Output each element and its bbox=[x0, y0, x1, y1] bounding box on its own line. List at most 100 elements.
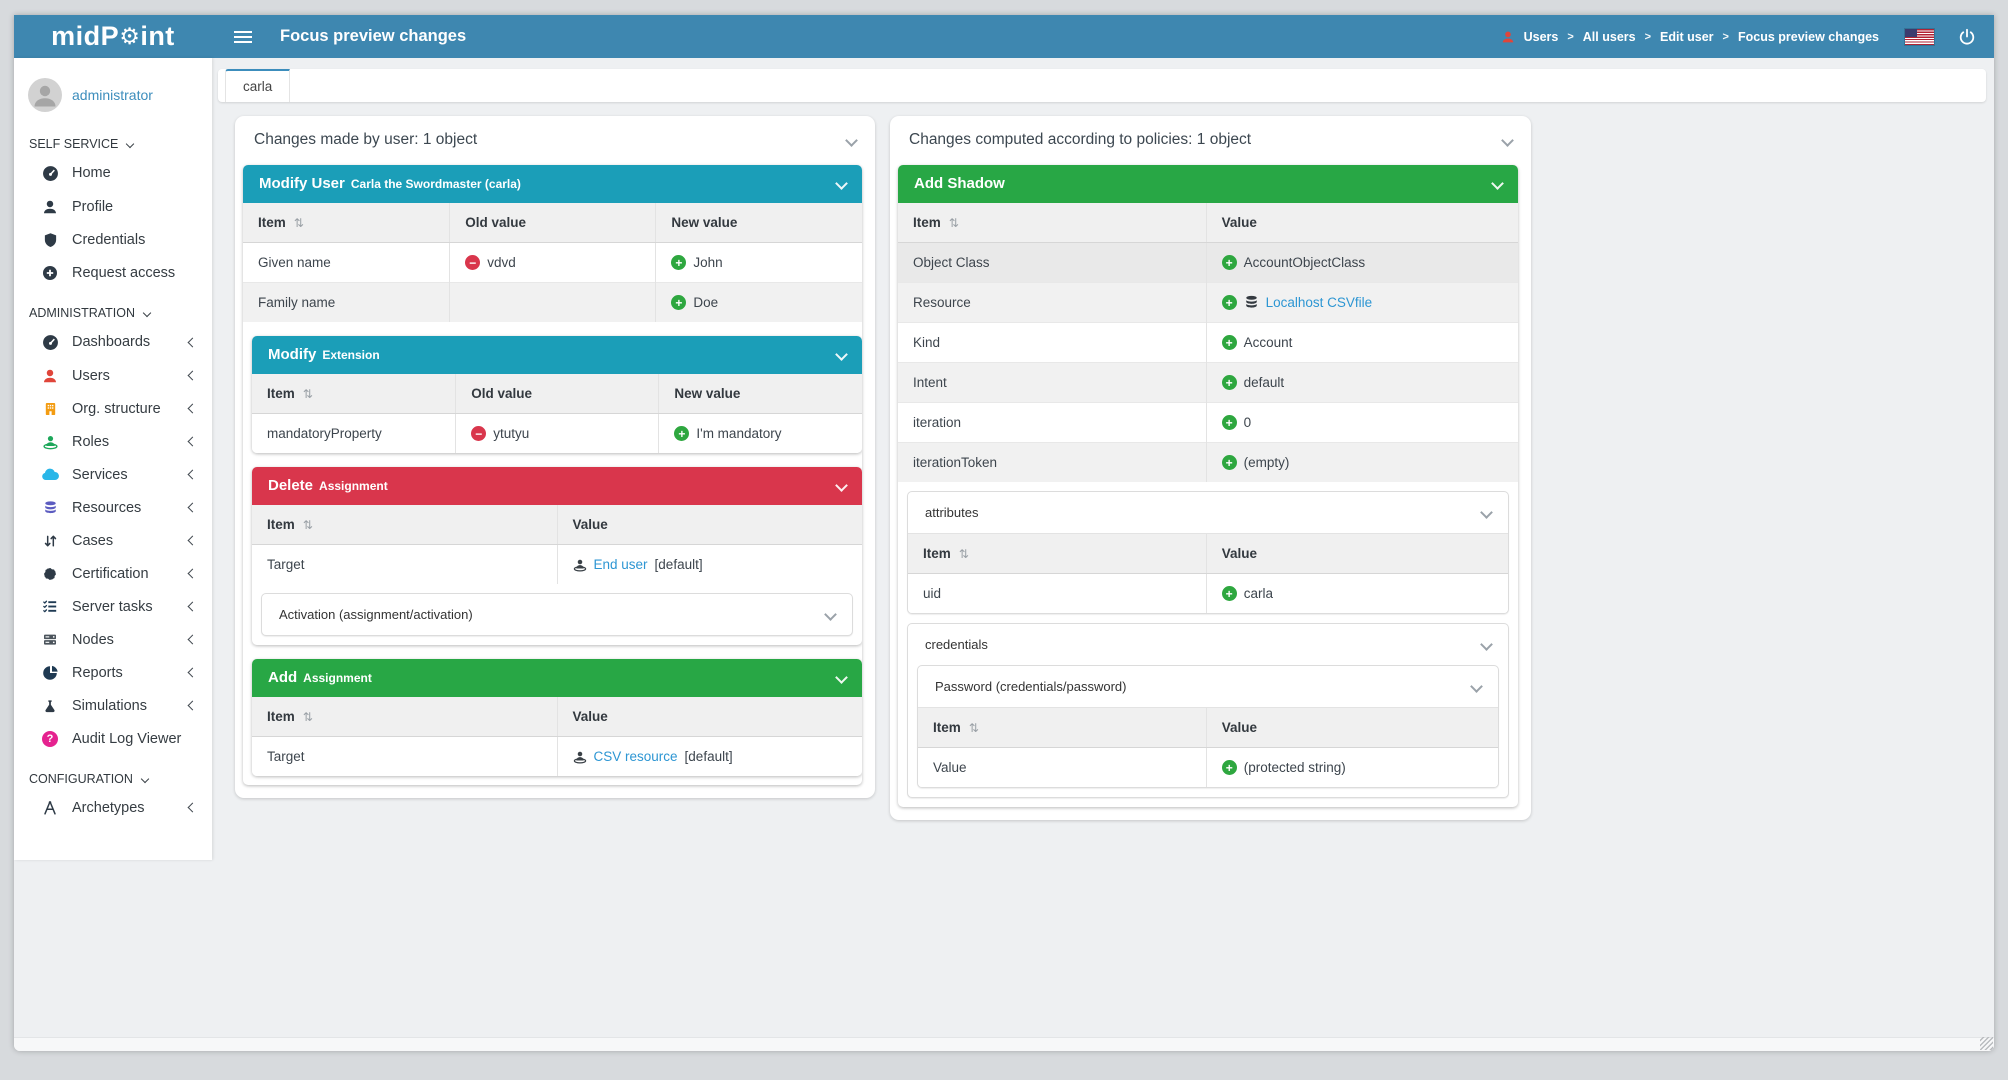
credentials-panel-header[interactable]: credentials bbox=[908, 624, 1508, 665]
sort-icon[interactable]: ⇅ bbox=[958, 547, 969, 561]
sidebar-item-org-structure[interactable]: Org. structure bbox=[14, 392, 212, 425]
breadcrumb-item[interactable]: Users bbox=[1523, 29, 1559, 44]
resize-grip[interactable] bbox=[1980, 1037, 1993, 1050]
sidebar-item-services[interactable]: Services bbox=[14, 458, 212, 491]
sort-icon[interactable]: ⇅ bbox=[948, 216, 959, 230]
sort-icon[interactable]: ⇅ bbox=[968, 721, 979, 735]
add-assignment-box-header[interactable]: Add Assignment bbox=[252, 659, 862, 697]
changes-computed-header[interactable]: Changes computed according to policies: … bbox=[890, 116, 1531, 163]
hamburger-menu-icon[interactable] bbox=[234, 35, 252, 38]
chevron-down-icon[interactable] bbox=[1480, 638, 1493, 651]
chevron-left-icon[interactable] bbox=[187, 535, 198, 546]
chevron-left-icon[interactable] bbox=[187, 403, 198, 414]
modify-user-box-header[interactable]: Modify User Carla the Swordmaster (carla… bbox=[243, 165, 862, 203]
chevron-down-icon[interactable] bbox=[1501, 133, 1514, 147]
target-link[interactable]: End user bbox=[593, 557, 648, 572]
sidebar-item-nodes[interactable]: Nodes bbox=[14, 623, 212, 656]
chevron-down-icon[interactable] bbox=[1470, 680, 1483, 693]
chevron-down-icon[interactable] bbox=[1480, 506, 1493, 519]
chevron-down-icon[interactable] bbox=[845, 133, 858, 147]
item-cell: Target bbox=[252, 736, 557, 776]
logout-power-icon[interactable] bbox=[1958, 28, 1976, 46]
item-cell: Given name bbox=[243, 242, 450, 283]
add-badge-icon bbox=[671, 255, 687, 270]
tab-carla[interactable]: carla bbox=[225, 69, 291, 102]
activation-panel-header[interactable]: Activation (assignment/activation) bbox=[262, 594, 852, 635]
sidebar-item-server-tasks[interactable]: Server tasks bbox=[14, 590, 212, 623]
sidebar-section-configuration[interactable]: CONFIGURATION bbox=[14, 755, 212, 791]
chevron-down-icon[interactable] bbox=[824, 608, 837, 621]
sidebar-item-home[interactable]: Home bbox=[14, 156, 212, 190]
chevron-left-icon[interactable] bbox=[187, 436, 198, 447]
sort-icon[interactable]: ⇅ bbox=[293, 216, 304, 230]
sidebar-item-resources[interactable]: Resources bbox=[14, 491, 212, 524]
chevron-left-icon[interactable] bbox=[187, 502, 198, 513]
sidebar-section-administration[interactable]: ADMINISTRATION bbox=[14, 289, 212, 325]
sort-icon[interactable]: ⇅ bbox=[302, 518, 313, 532]
chevron-left-icon[interactable] bbox=[187, 469, 198, 480]
chevron-left-icon[interactable] bbox=[187, 601, 198, 612]
pie-chart-icon bbox=[41, 665, 59, 681]
sidebar-item-roles[interactable]: Roles bbox=[14, 425, 212, 458]
sidebar-item-reports[interactable]: Reports bbox=[14, 656, 212, 689]
sidebar-item-profile[interactable]: Profile bbox=[14, 190, 212, 223]
old-value-cell: vdvd bbox=[449, 242, 656, 283]
column-header-item[interactable]: Item ⇅ bbox=[252, 505, 557, 545]
target-link[interactable]: CSV resource bbox=[593, 749, 678, 764]
chevron-left-icon[interactable] bbox=[187, 568, 198, 579]
new-value-cell: Doe bbox=[655, 282, 862, 322]
add-badge-icon bbox=[1221, 455, 1237, 470]
add-shadow-box-header[interactable]: Add Shadow bbox=[898, 165, 1518, 203]
breadcrumb-item[interactable]: All users bbox=[1582, 29, 1636, 44]
chevron-left-icon[interactable] bbox=[187, 802, 198, 813]
chevron-down-icon[interactable] bbox=[835, 348, 848, 361]
column-header-item[interactable]: Item ⇅ bbox=[918, 707, 1207, 748]
seal-icon bbox=[41, 566, 59, 582]
chevron-down-icon[interactable] bbox=[835, 177, 848, 190]
changes-by-user-header[interactable]: Changes made by user: 1 object bbox=[235, 116, 875, 163]
chevron-down-icon[interactable] bbox=[1491, 177, 1504, 190]
add-shadow-table: Item⇅ Value Object Class AccountObjectCl… bbox=[898, 203, 1518, 482]
chevron-left-icon[interactable] bbox=[187, 370, 198, 381]
sidebar-item-request-access[interactable]: Request access bbox=[14, 256, 212, 289]
sidebar-item-simulations[interactable]: Simulations bbox=[14, 689, 212, 722]
server-icon bbox=[41, 632, 59, 647]
chevron-left-icon[interactable] bbox=[187, 337, 198, 347]
breadcrumb-item[interactable]: Edit user bbox=[1660, 29, 1714, 44]
sidebar-item-credentials[interactable]: Credentials bbox=[14, 223, 212, 256]
sort-icon[interactable]: ⇅ bbox=[302, 710, 313, 724]
column-header-item[interactable]: Item ⇅ bbox=[243, 203, 450, 243]
chevron-left-icon[interactable] bbox=[187, 667, 198, 678]
sidebar-username[interactable]: administrator bbox=[72, 87, 153, 103]
delete-assignment-box-header[interactable]: Delete Assignment bbox=[252, 467, 862, 505]
sidebar-item-cases[interactable]: Cases bbox=[14, 524, 212, 557]
breadcrumb-item-current: Focus preview changes bbox=[1737, 29, 1879, 44]
panel-title: credentials bbox=[925, 637, 988, 652]
column-header-item[interactable]: Item ⇅ bbox=[252, 697, 557, 737]
sidebar-item-dashboards[interactable]: Dashboards bbox=[14, 325, 212, 359]
delta-action: Add bbox=[268, 669, 298, 686]
sidebar-item-archetypes[interactable]: Archetypes bbox=[14, 791, 212, 824]
chevron-down-icon[interactable] bbox=[835, 671, 848, 684]
chevron-left-icon[interactable] bbox=[187, 634, 198, 645]
sort-icon[interactable]: ⇅ bbox=[302, 387, 313, 401]
sidebar-item-certification[interactable]: Certification bbox=[14, 557, 212, 590]
chevron-left-icon[interactable] bbox=[187, 700, 198, 711]
changes-computed-card: Changes computed according to policies: … bbox=[890, 116, 1531, 820]
chevron-down-icon[interactable] bbox=[835, 479, 848, 492]
item-cell: Kind bbox=[898, 322, 1207, 363]
midpoint-logo[interactable]: midP⚙int bbox=[51, 21, 175, 51]
locale-flag-us[interactable] bbox=[1905, 28, 1934, 45]
column-header-item[interactable]: Item ⇅ bbox=[908, 533, 1207, 574]
modify-extension-box-header[interactable]: Modify Extension bbox=[252, 336, 862, 374]
resource-link[interactable]: Localhost CSVfile bbox=[1265, 295, 1373, 310]
sidebar-section-self-service[interactable]: SELF SERVICE bbox=[14, 120, 212, 156]
sidebar-item-users[interactable]: Users bbox=[14, 359, 212, 392]
sidebar-user[interactable]: administrator bbox=[14, 70, 212, 120]
nav-label: Request access bbox=[72, 264, 176, 281]
sidebar-item-audit-log-viewer[interactable]: Audit Log Viewer bbox=[14, 722, 212, 755]
attributes-panel-header[interactable]: attributes bbox=[908, 492, 1508, 533]
password-panel-header[interactable]: Password (credentials/password) bbox=[918, 666, 1498, 707]
column-header-item[interactable]: Item ⇅ bbox=[898, 203, 1207, 243]
column-header-item[interactable]: Item ⇅ bbox=[252, 374, 456, 414]
